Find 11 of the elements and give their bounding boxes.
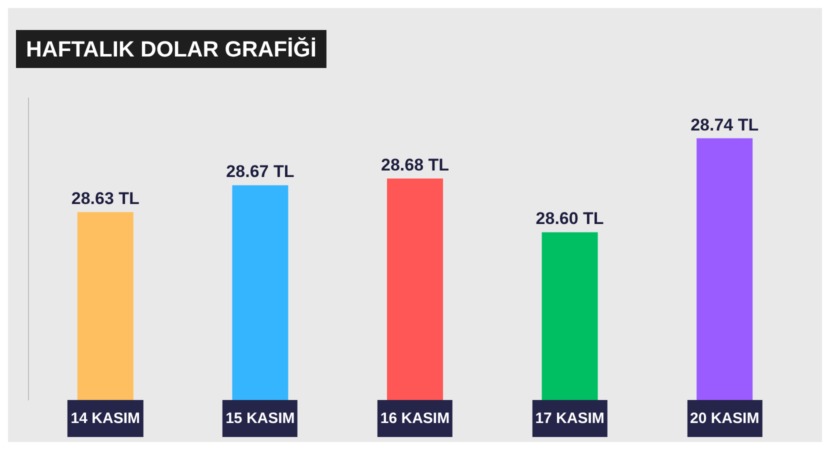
x-tick-label: 15 KASIM (222, 400, 298, 437)
x-tick-label: 16 KASIM (377, 400, 453, 437)
data-label: 28.60 TL (536, 209, 604, 228)
x-tick-label: 17 KASIM (532, 400, 608, 437)
chart-title: HAFTALIK DOLAR GRAFİĞİ (26, 36, 316, 62)
x-tick-label: 20 KASIM (687, 400, 762, 437)
x-tick-label: 14 KASIM (68, 400, 143, 437)
data-label: 28.67 TL (226, 162, 294, 182)
data-label: 28.63 TL (71, 189, 140, 208)
data-label: 28.74 TL (690, 115, 759, 134)
data-label: 28.68 TL (380, 156, 450, 175)
